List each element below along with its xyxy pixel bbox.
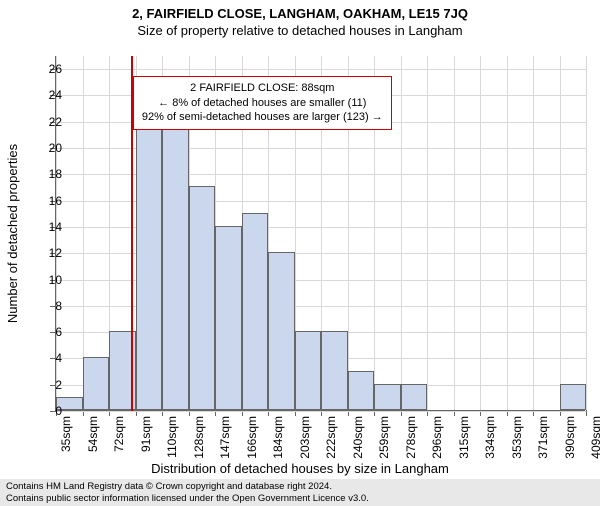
x-tick-label: 296sqm [430,416,444,459]
x-tick-label: 222sqm [324,416,338,459]
x-tick-label: 259sqm [377,416,391,459]
x-tick-label: 54sqm [86,416,100,452]
x-tick-label: 315sqm [457,416,471,459]
histogram-bar [242,213,269,410]
x-tick-label: 371sqm [536,416,550,459]
x-tick-label: 110sqm [165,416,179,458]
histogram-bar [560,384,587,410]
footer-line2: Contains public sector information licen… [6,493,594,504]
chart-container: 2 FAIRFIELD CLOSE: 88sqm← 8% of detached… [55,56,585,411]
x-axis-label: Distribution of detached houses by size … [0,461,600,476]
x-tick-label: 184sqm [271,416,285,459]
histogram-bar [374,384,401,410]
x-tick-label: 240sqm [351,416,365,459]
callout-line3: 92% of semi-detached houses are larger (… [142,110,383,125]
x-tick-label: 390sqm [563,416,577,459]
y-tick-label: 20 [37,141,62,155]
y-tick-label: 22 [37,115,62,129]
y-tick-label: 6 [37,325,62,339]
footer-line1: Contains HM Land Registry data © Crown c… [6,481,594,492]
histogram-bar [321,331,348,410]
y-tick-label: 2 [37,378,62,392]
histogram-bar [162,121,189,410]
y-tick-label: 16 [37,194,62,208]
x-tick-label: 353sqm [510,416,524,459]
title-description: Size of property relative to detached ho… [0,23,600,38]
x-tick-label: 147sqm [218,416,232,459]
gridline-horizontal [56,69,586,70]
y-tick-label: 4 [37,351,62,365]
y-tick-label: 12 [37,246,62,260]
x-tick-label: 166sqm [245,416,259,459]
x-tick-label: 409sqm [589,416,600,459]
title-address: 2, FAIRFIELD CLOSE, LANGHAM, OAKHAM, LE1… [0,6,600,21]
x-tick-label: 128sqm [192,416,206,459]
histogram-bar [295,331,322,410]
y-tick-label: 18 [37,167,62,181]
x-tick-label: 35sqm [59,416,73,452]
x-tick-label: 203sqm [298,416,312,459]
x-tick-label: 278sqm [404,416,418,459]
y-tick-label: 8 [37,299,62,313]
property-callout: 2 FAIRFIELD CLOSE: 88sqm← 8% of detached… [133,76,392,131]
histogram-bar [348,371,375,410]
y-tick-label: 14 [37,220,62,234]
y-axis-label: Number of detached properties [5,56,25,411]
y-tick-label: 0 [37,404,62,418]
histogram-bar [83,357,110,410]
histogram-bar [189,186,216,410]
histogram-bar [268,252,295,410]
histogram-bar [215,226,242,410]
histogram-bar [401,384,428,410]
histogram-bar [136,121,163,410]
y-tick-label: 24 [37,88,62,102]
x-tick-mark [586,410,587,416]
gridline-horizontal [56,411,586,412]
x-tick-label: 334sqm [483,416,497,459]
y-tick-label: 10 [37,273,62,287]
gridline-vertical [586,56,587,411]
y-tick-label: 26 [37,62,62,76]
x-tick-label: 72sqm [112,416,126,452]
footer-licence: Contains HM Land Registry data © Crown c… [0,479,600,506]
callout-line2: ← 8% of detached houses are smaller (11) [142,96,383,111]
callout-line1: 2 FAIRFIELD CLOSE: 88sqm [142,81,383,96]
x-tick-label: 91sqm [139,416,153,452]
plot-area: 2 FAIRFIELD CLOSE: 88sqm← 8% of detached… [55,56,585,411]
